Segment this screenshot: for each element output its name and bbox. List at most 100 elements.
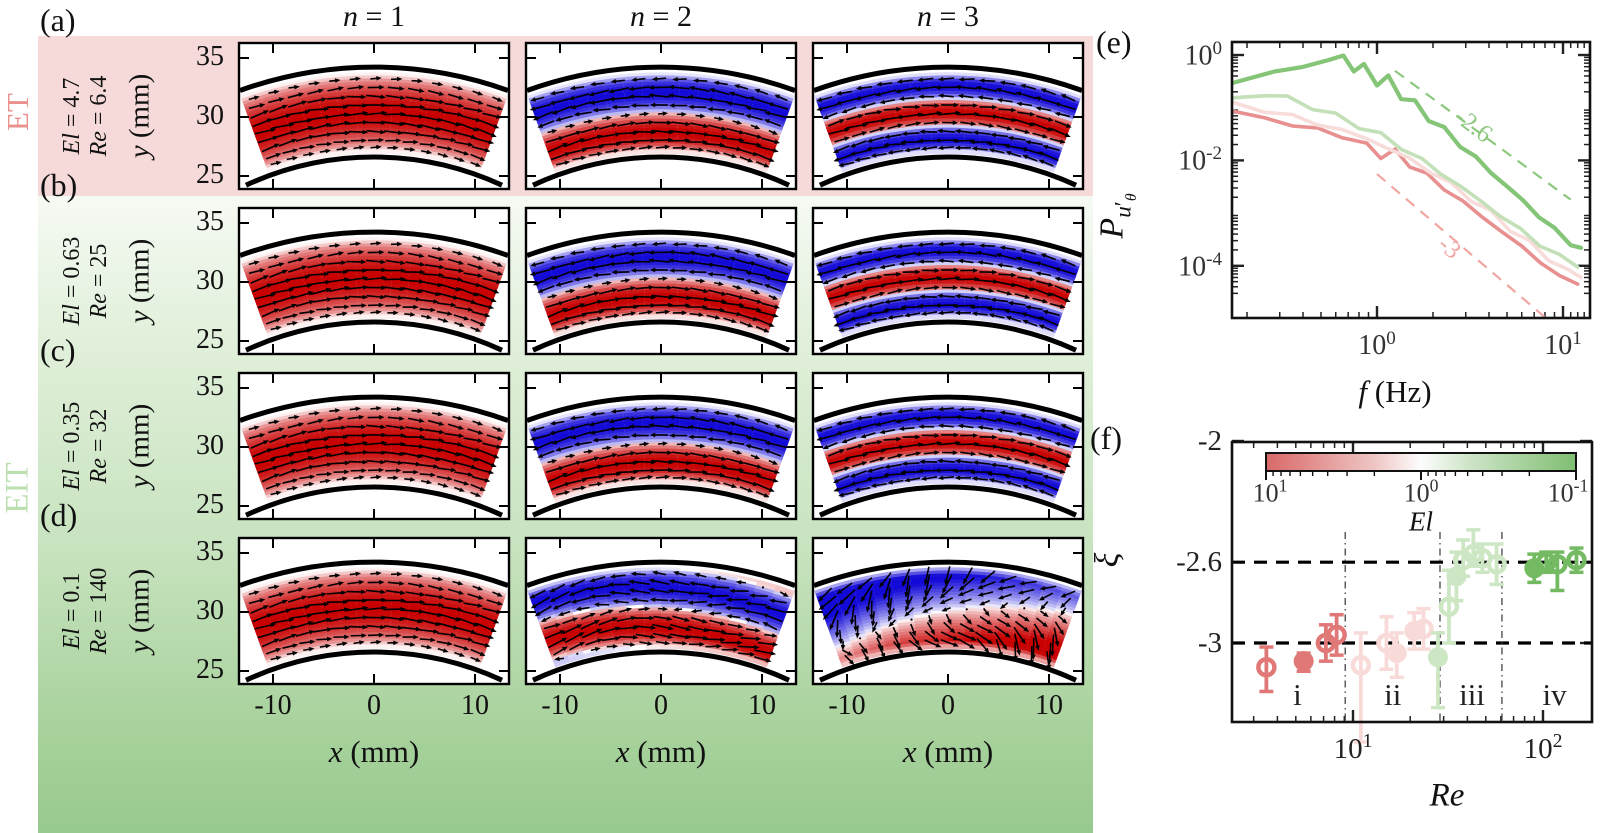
- el-value: El = 0.1: [59, 572, 86, 650]
- cylinder-walls: [239, 229, 509, 353]
- outer-wall-arc: [239, 559, 509, 588]
- data-point: [1376, 614, 1397, 672]
- velocity-vectors: [529, 76, 789, 168]
- cylinder-walls: [813, 559, 1083, 683]
- flow-panel-a-n3: [811, 41, 1085, 191]
- panel-frame: [524, 41, 798, 191]
- y-axis-label: y (mm): [123, 238, 156, 324]
- cylinder-walls: [526, 229, 796, 353]
- y-tick-label: 35: [196, 41, 224, 72]
- outer-wall-arc: [526, 394, 796, 423]
- inner-wall-arc: [531, 319, 791, 353]
- velocity-heatmap: [240, 402, 508, 503]
- x-axis-label: x (mm): [902, 734, 994, 769]
- cylinder-walls: [526, 64, 796, 188]
- panel-e-xtick-0: 100: [1358, 327, 1396, 362]
- el-value: El = 0.35: [59, 401, 86, 491]
- cylinder-walls: [813, 64, 1083, 188]
- panel-frame: [524, 206, 798, 356]
- inner-wall-arc: [818, 154, 1078, 188]
- row-parameters: El = 0.1 Re = 140: [59, 568, 113, 655]
- column-header-n2: n = 2: [630, 0, 692, 33]
- slope-guide--2.6: [1394, 69, 1572, 201]
- data-point: [1350, 631, 1372, 744]
- data-point: [1293, 651, 1314, 674]
- panel-frame: [524, 371, 798, 521]
- y-tick-label: 25: [196, 489, 224, 520]
- spectrum-line-1: [1232, 100, 1583, 280]
- plot-background: [1232, 42, 1590, 318]
- re-value: Re = 140: [86, 567, 112, 655]
- velocity-vectors: [529, 406, 789, 498]
- inner-wall-arc: [531, 484, 791, 518]
- panel-e-xtick-1: 101: [1544, 327, 1582, 362]
- outer-wall-arc: [526, 64, 796, 93]
- velocity-vectors: [248, 406, 504, 497]
- re-value: Re = 25: [86, 243, 112, 319]
- row-parameters: El = 4.7 Re = 6.4: [59, 76, 113, 157]
- y-tick-label: 35: [196, 371, 224, 402]
- y-tick-label: 30: [196, 100, 224, 131]
- outer-wall-arc: [526, 229, 796, 258]
- x-tick-label: 0: [367, 690, 381, 721]
- x-tick-label: 10: [1035, 690, 1063, 721]
- row-letter-d: (d): [40, 497, 78, 533]
- data-point: [1427, 631, 1448, 710]
- panel-f-plot: [1230, 439, 1594, 744]
- velocity-vectors: [248, 241, 504, 332]
- cylinder-walls: [526, 394, 796, 518]
- panel-e-ytick-1: 10-2: [1178, 143, 1222, 177]
- panel-e-letter: (e): [1096, 24, 1132, 60]
- y-axis-label: y (mm): [123, 403, 156, 489]
- flow-panel-c-n1: [237, 371, 511, 521]
- y-tick-label: 30: [196, 595, 224, 626]
- inner-wall-arc: [818, 484, 1078, 518]
- cylinder-walls: [239, 559, 509, 683]
- panel-f-letter: (f): [1090, 420, 1122, 456]
- x-axis-label: x (mm): [328, 734, 420, 769]
- re-value: Re = 32: [86, 408, 112, 484]
- data-point: [1326, 612, 1347, 657]
- regime-label-et: ET: [0, 93, 35, 131]
- flow-panel-d-n2: [524, 536, 798, 686]
- data-point: [1535, 550, 1557, 575]
- outer-wall-arc: [239, 64, 509, 93]
- panel-f-xtick-1: 102: [1523, 730, 1563, 765]
- velocity-vectors: [816, 406, 1076, 497]
- panel-frame: [811, 41, 1085, 191]
- flow-panel-c-n2: [524, 371, 798, 521]
- y-tick-label: 25: [196, 159, 224, 190]
- inner-wall-arc: [244, 484, 504, 518]
- colorbar-label: El: [1409, 506, 1433, 537]
- flow-panel-d-n3: [811, 536, 1085, 686]
- x-tick-label: -10: [254, 690, 292, 721]
- plot-frame: [1230, 440, 1594, 724]
- panel-e-ytick-0: 100: [1184, 38, 1222, 72]
- row-letter-a: (a): [40, 2, 76, 38]
- re-value: Re = 6.4: [86, 75, 112, 157]
- y-tick-label: 30: [196, 430, 224, 461]
- inner-wall-arc: [244, 154, 504, 188]
- flow-panel-b-n1: [237, 206, 511, 356]
- column-header-n3: n = 3: [917, 0, 979, 33]
- region-label-iii: iii: [1459, 677, 1485, 712]
- regime-label-eit: EIT: [0, 462, 36, 514]
- row-letter-c: (c): [40, 332, 76, 368]
- x-axis-label: x (mm): [615, 734, 707, 769]
- velocity-vectors: [248, 76, 504, 167]
- panel-frame: [237, 536, 511, 686]
- scatter-points: [1256, 528, 1587, 744]
- velocity-vectors: [818, 566, 1076, 671]
- velocity-vectors: [816, 76, 1076, 167]
- panel-f-xlabel: Re: [1429, 777, 1465, 814]
- x-tick-label: 0: [941, 690, 955, 721]
- panel-frame: [811, 206, 1085, 356]
- velocity-vectors: [816, 241, 1076, 332]
- velocity-vectors: [529, 570, 789, 663]
- region-label-iv: iv: [1542, 677, 1567, 712]
- colorbar-tick-mid: 100: [1403, 475, 1439, 508]
- data-point: [1413, 606, 1434, 651]
- panel-frame: [237, 41, 511, 191]
- region-label-ii: ii: [1384, 677, 1402, 712]
